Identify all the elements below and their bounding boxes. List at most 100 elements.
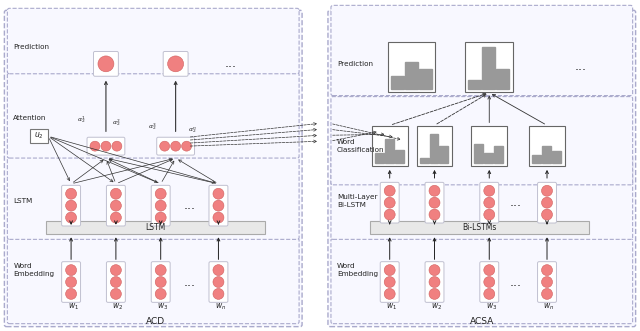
Circle shape [429,277,440,287]
FancyBboxPatch shape [425,262,444,302]
Circle shape [484,288,495,299]
Circle shape [111,200,122,211]
FancyBboxPatch shape [480,182,499,223]
Text: ...: ... [509,275,521,289]
Circle shape [484,265,495,276]
FancyBboxPatch shape [538,182,556,223]
FancyBboxPatch shape [370,220,589,234]
Circle shape [66,200,77,211]
FancyBboxPatch shape [93,51,118,76]
Text: Word
Embedding: Word Embedding [13,263,54,277]
FancyBboxPatch shape [209,185,228,226]
FancyBboxPatch shape [157,137,195,155]
Bar [468,80,481,89]
Circle shape [429,265,440,276]
Text: Prediction: Prediction [337,61,373,67]
FancyBboxPatch shape [8,156,299,239]
Circle shape [156,212,166,223]
Circle shape [111,277,122,287]
FancyBboxPatch shape [8,8,299,74]
Circle shape [384,209,395,220]
Text: Prediction: Prediction [13,44,49,50]
Text: $u_2$: $u_2$ [35,131,44,141]
FancyBboxPatch shape [46,220,265,234]
FancyBboxPatch shape [328,10,636,327]
Text: Bi-LSTMs: Bi-LSTMs [462,223,497,232]
Circle shape [484,277,495,287]
Text: $w_3$: $w_3$ [157,301,168,312]
FancyBboxPatch shape [331,97,632,185]
Bar [471,126,507,166]
Circle shape [429,209,440,220]
Text: $\alpha_2^3$: $\alpha_2^3$ [148,121,157,132]
Circle shape [111,288,122,299]
Circle shape [429,288,440,299]
Bar [419,69,431,89]
FancyBboxPatch shape [331,156,632,239]
FancyBboxPatch shape [538,262,556,302]
Circle shape [484,197,495,208]
Text: Word
Classification: Word Classification [337,139,385,153]
Circle shape [171,141,180,151]
Text: ...: ... [225,57,236,71]
Circle shape [90,141,100,151]
Text: $w_2$: $w_2$ [431,301,442,312]
Circle shape [213,277,224,287]
Text: $w_1$: $w_1$ [68,301,79,312]
Text: ...: ... [184,199,196,212]
FancyBboxPatch shape [106,262,125,302]
Circle shape [156,200,166,211]
Circle shape [429,197,440,208]
Circle shape [541,277,552,287]
Circle shape [384,197,395,208]
Circle shape [384,185,395,196]
Bar [395,150,404,163]
Circle shape [156,277,166,287]
Circle shape [168,56,184,72]
FancyBboxPatch shape [151,185,170,226]
Bar [375,153,384,163]
Text: $w_n$: $w_n$ [215,301,226,312]
Circle shape [98,56,114,72]
FancyBboxPatch shape [163,51,188,76]
Text: ACD: ACD [146,317,165,326]
Circle shape [156,288,166,299]
Circle shape [541,185,552,196]
Bar [404,63,417,89]
FancyBboxPatch shape [480,262,499,302]
Circle shape [101,141,111,151]
FancyBboxPatch shape [4,10,302,327]
FancyBboxPatch shape [331,238,632,324]
Circle shape [66,277,77,287]
Circle shape [111,212,122,223]
FancyBboxPatch shape [380,182,399,223]
Text: $\alpha_2^2$: $\alpha_2^2$ [111,117,120,128]
Text: ...: ... [509,196,521,209]
Circle shape [541,209,552,220]
Text: $w_2$: $w_2$ [112,301,124,312]
Bar [529,126,565,166]
Bar [420,158,429,163]
Bar [465,42,513,92]
Bar [440,146,449,163]
Text: LSTM: LSTM [13,198,33,204]
Circle shape [484,185,495,196]
Circle shape [384,265,395,276]
Circle shape [66,265,77,276]
FancyBboxPatch shape [380,262,399,302]
Bar [388,42,435,92]
Text: ACSA: ACSA [470,317,495,326]
Bar [496,69,509,89]
FancyBboxPatch shape [87,137,125,155]
Text: LSTM: LSTM [145,223,166,232]
Text: Multi-Layer
Bi-LSTM: Multi-Layer Bi-LSTM [337,194,378,208]
Text: ...: ... [184,275,196,289]
Bar [372,126,408,166]
FancyBboxPatch shape [151,262,170,302]
Circle shape [66,188,77,199]
Circle shape [66,288,77,299]
Circle shape [541,265,552,276]
Bar [474,144,483,163]
FancyBboxPatch shape [61,262,81,302]
Circle shape [384,288,395,299]
